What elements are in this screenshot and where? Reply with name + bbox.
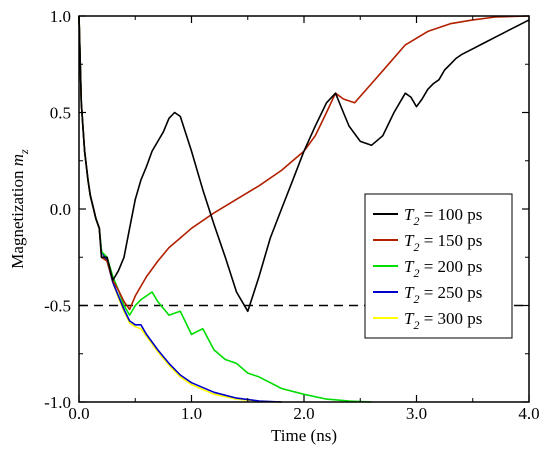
x-axis-label: Time (ns) (271, 426, 337, 445)
y-tick-label-2: -0.5 (44, 297, 71, 316)
y-tick-label-3: 0.0 (50, 200, 71, 219)
axes: 0.0 1.0 2.0 3.0 4.0 -1.0 -0.5 0.0 0.5 1.0 (44, 7, 540, 423)
y-tick-label-4: 0.5 (50, 104, 71, 123)
series-line-5 (78, 15, 282, 403)
x-tick-label-3: 2.0 (293, 404, 314, 423)
legend-label-5: T2 = 300 ps (404, 309, 482, 332)
series-line-4 (78, 15, 282, 403)
y-axis-label: Magnetization mz (8, 149, 31, 269)
legend-label-3: T2 = 200 ps (404, 257, 482, 280)
y-axis-label-variable: m (8, 154, 27, 166)
x-tick-label-5: 4.0 (518, 404, 539, 423)
y-axis-label-subscript: z (17, 149, 31, 155)
y-tick-label-1: -1.0 (44, 393, 71, 412)
y-tick-label-5: 1.0 (50, 7, 71, 26)
y-axis-label-text: Magnetization (8, 166, 27, 268)
legend: T2 = 100 ps T2 = 150 ps T2 = 200 ps T2 = 25… (364, 193, 513, 339)
legend-label-2: T2 = 150 ps (404, 231, 482, 254)
series-line-3 (78, 15, 372, 403)
series-line-1 (78, 15, 530, 313)
x-tick-label-1: 0.0 (68, 404, 89, 423)
legend-label-1: T2 = 100 ps (404, 205, 482, 228)
x-tick-label-4: 3.0 (406, 404, 427, 423)
legend-label-4: T2 = 250 ps (404, 283, 482, 306)
x-tick-label-2: 1.0 (181, 404, 202, 423)
plot-lines (78, 15, 530, 403)
